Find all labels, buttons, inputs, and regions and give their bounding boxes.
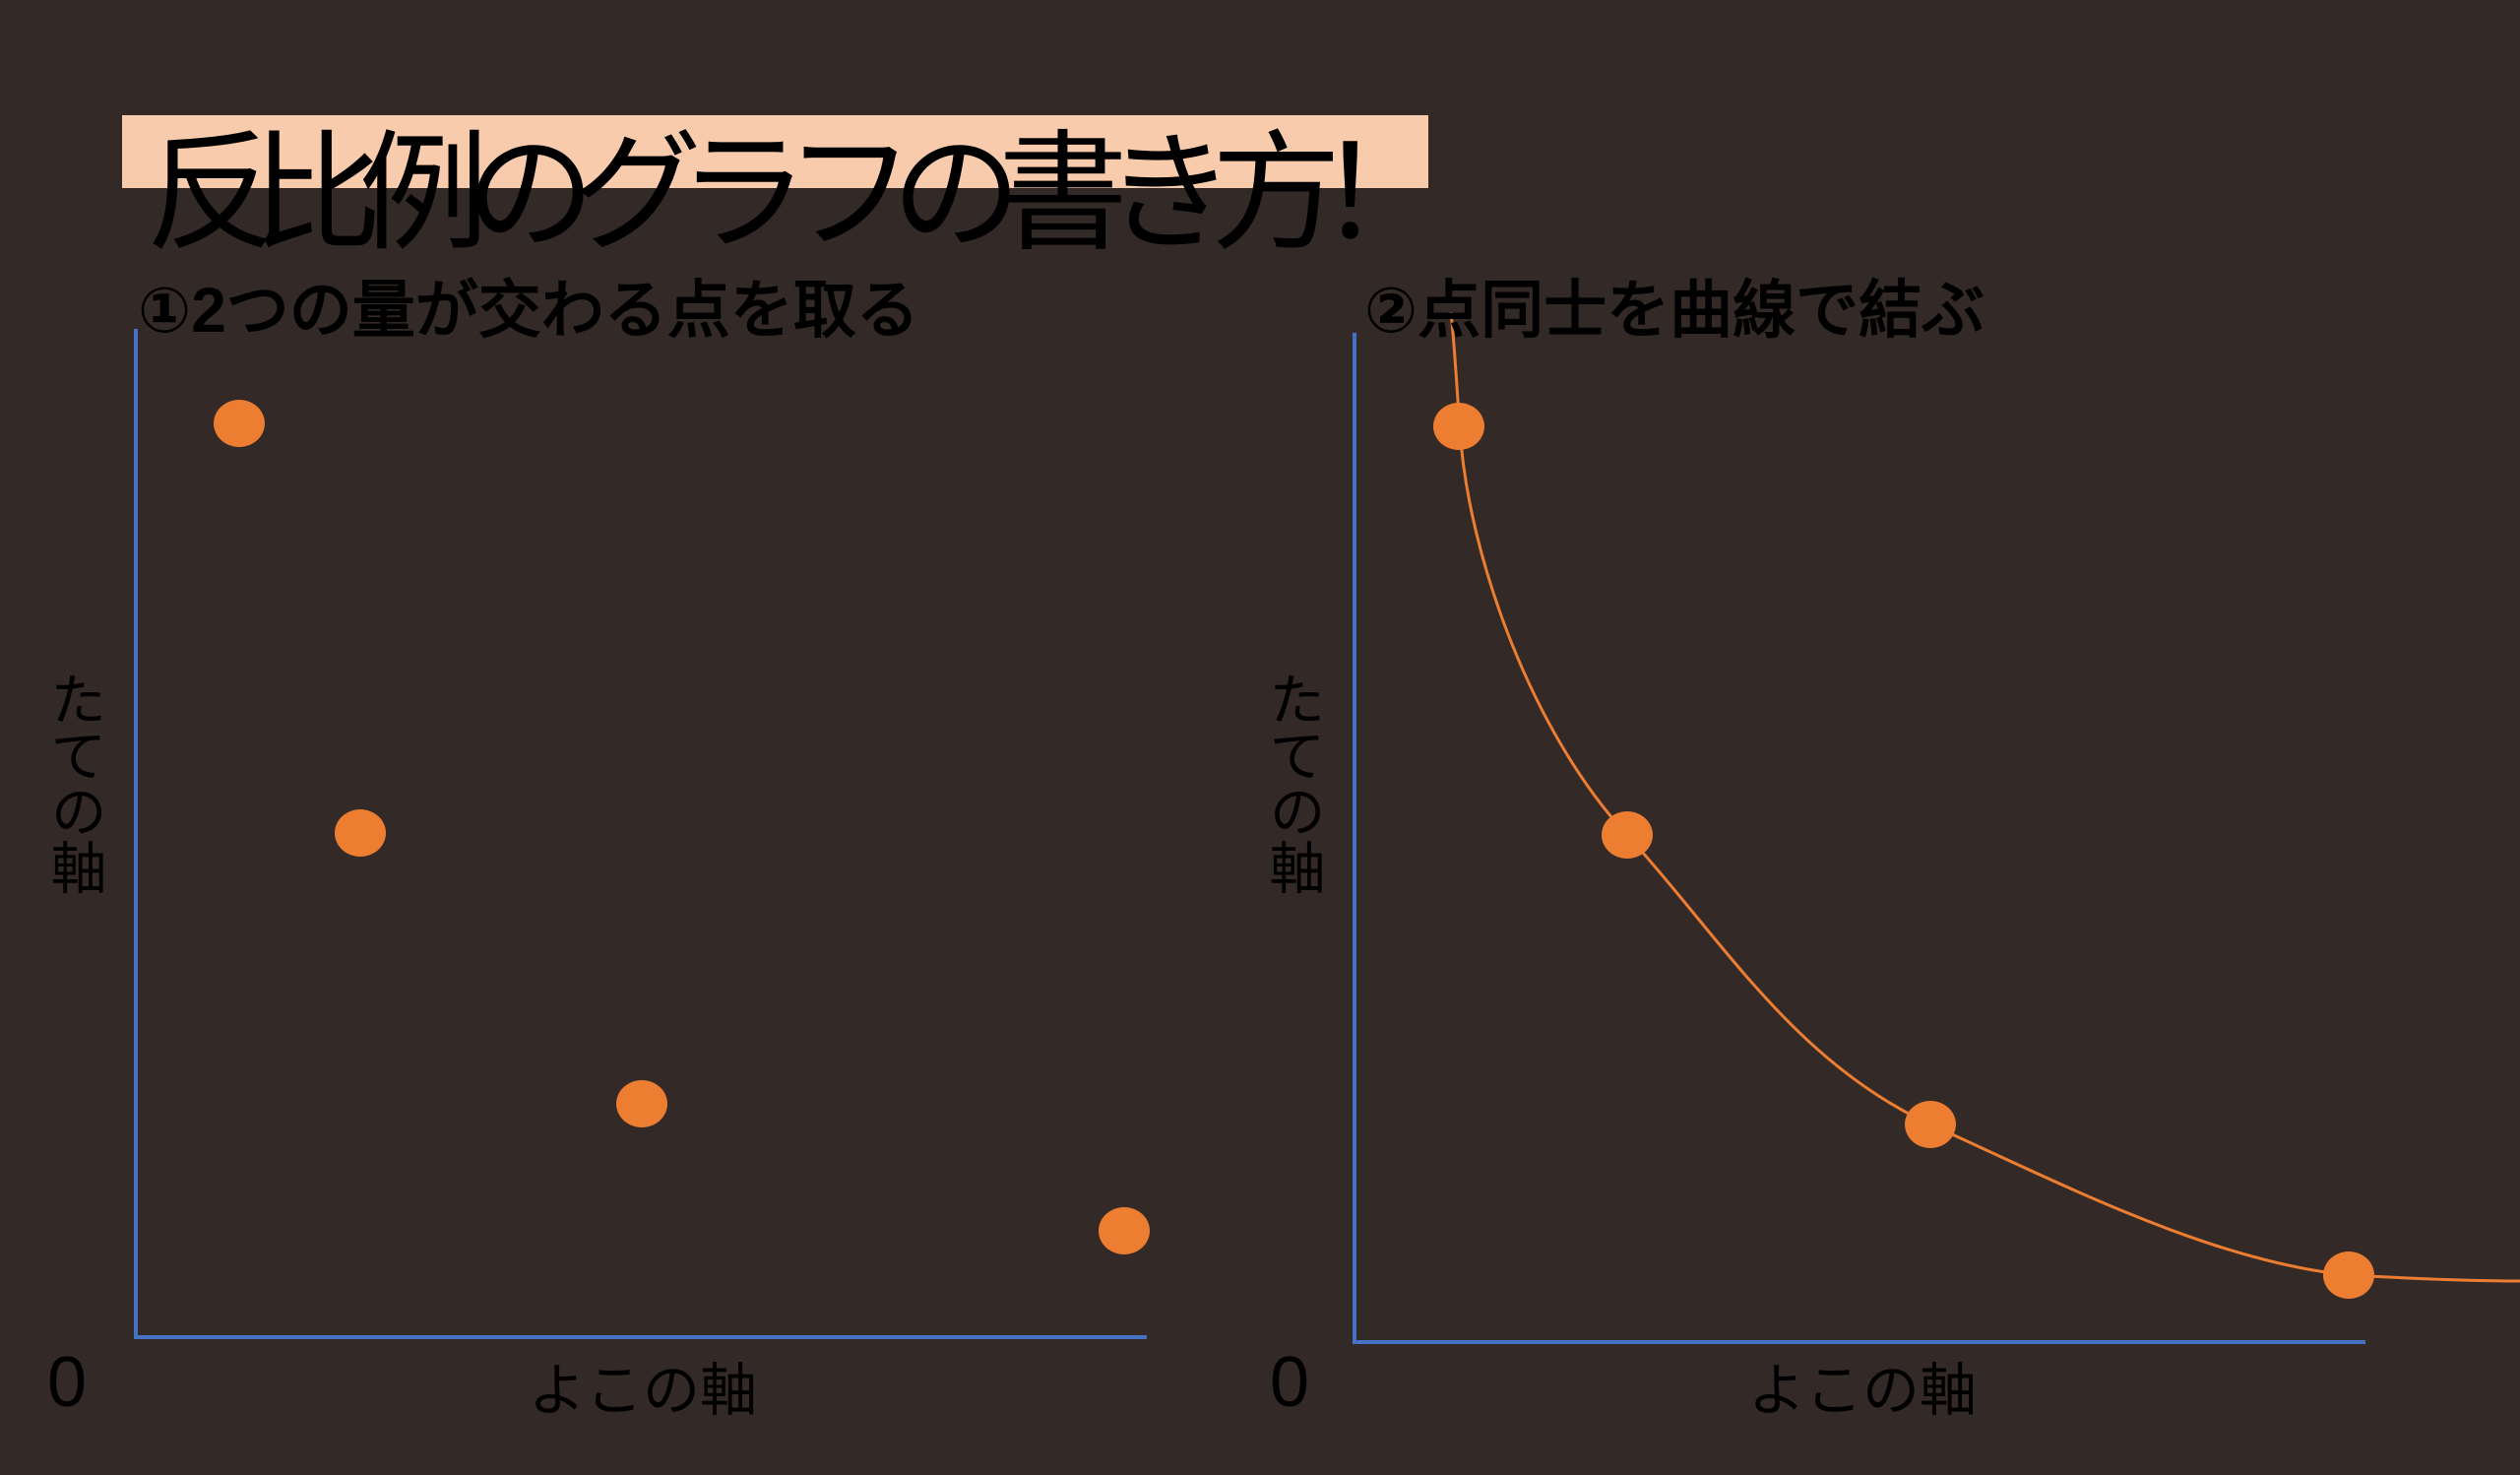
step1-point-4	[1099, 1207, 1150, 1254]
step2-heading: ②点同士を曲線で結ぶ	[1364, 275, 1985, 347]
step1-point-1	[214, 400, 265, 447]
step2-point-1	[1433, 403, 1484, 450]
step1-origin-label: 0	[47, 1343, 88, 1422]
step2-y-axis-label: たての軸	[1261, 671, 1324, 895]
step1-point-3	[616, 1080, 667, 1127]
step2-point-3	[1905, 1101, 1956, 1148]
page-title: 反比例のグラフの書き方！	[146, 121, 1448, 267]
step2-origin-label: 0	[1270, 1343, 1310, 1422]
step1-heading: ①2つの量が交わる点を取る	[138, 275, 919, 347]
step2-x-axis-label: よこの軸	[1748, 1359, 1978, 1423]
step1-axes-line	[134, 329, 1147, 1339]
step2-axes-line	[1353, 333, 2365, 1344]
step2-curve	[1449, 311, 2520, 1283]
title-highlight-bar	[122, 115, 1428, 188]
step1-point-2	[335, 809, 386, 857]
step1-y-axis-label: たての軸	[42, 671, 105, 895]
step1-x-axis-label: よこの軸	[529, 1359, 758, 1423]
step2-point-2	[1602, 811, 1653, 859]
step2-point-4	[2323, 1251, 2374, 1299]
